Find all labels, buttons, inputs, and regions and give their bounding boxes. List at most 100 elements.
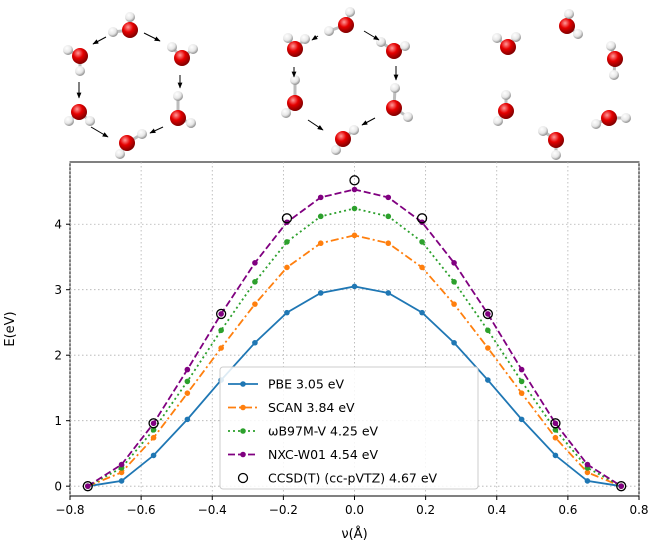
legend-box (219, 366, 479, 490)
hydrogen-atom (85, 116, 95, 126)
hydrogen-atom (606, 41, 616, 51)
series-point (150, 427, 157, 433)
series-point (118, 469, 125, 476)
series-point (552, 452, 559, 459)
series-point (518, 390, 525, 396)
hydrogen-atom (609, 70, 619, 80)
legend-marker (240, 451, 246, 458)
hydrogen-atom (115, 149, 125, 159)
oxygen-atom (287, 41, 303, 57)
series-layer (82, 175, 627, 492)
series-point (252, 260, 258, 266)
reference-point (482, 308, 494, 320)
oxygen-atom (335, 131, 351, 147)
series-point (284, 239, 290, 245)
series-point (552, 427, 559, 433)
arrow (143, 32, 161, 42)
reference-point (82, 481, 93, 492)
y-tick-label: 2 (54, 349, 62, 363)
hydrogen-atom (331, 145, 341, 155)
oxygen-atom (601, 110, 617, 126)
hydrogen-atom (324, 26, 334, 36)
series-point (419, 309, 425, 316)
series-point (317, 194, 324, 201)
hydrogen-atom (300, 34, 310, 44)
y-tick-label: 0 (54, 480, 62, 494)
oxygen-atom (548, 132, 564, 148)
arrow (90, 126, 109, 138)
reference-point (416, 213, 428, 224)
series-point (518, 416, 525, 423)
legend-label: PBE 3.05 eV (268, 377, 344, 392)
series-point (118, 478, 125, 484)
series-point (184, 390, 191, 396)
x-tick-label: 0.2 (416, 503, 435, 517)
series-point (552, 420, 559, 427)
hydrogen-atom (186, 118, 196, 128)
hydrogen-atom (281, 108, 291, 118)
legend-label: CCSD(T) (cc-pVTZ) 4.67 eV (268, 471, 438, 486)
hydrogen-atom (167, 42, 177, 52)
hydrogen-atom (349, 125, 359, 135)
series-point (518, 366, 525, 373)
oxygen-atom (174, 50, 190, 66)
y-tick-label: 3 (54, 283, 62, 297)
hydrogen-atom (564, 9, 574, 19)
x-tick-label: −0.6 (127, 503, 156, 517)
legend-marker (237, 472, 249, 484)
reference-point (349, 175, 360, 186)
series-point (284, 309, 290, 316)
series-point (485, 311, 491, 317)
series-point (451, 339, 457, 346)
series-point (317, 290, 324, 296)
reference-point (148, 418, 159, 429)
oxygen-atom (71, 104, 87, 120)
hydrogen-atom (125, 12, 135, 22)
series-point (351, 205, 358, 212)
series-point (451, 301, 457, 307)
reference-point (616, 481, 627, 492)
axis-ticks: −0.8 −0.6 −0.4 −0.2 0.0 0.2 0.4 0.6 0.8 0 1 2 3 4 (54, 218, 648, 517)
series-point (351, 283, 358, 290)
series-point (252, 339, 258, 346)
series-point (184, 378, 191, 385)
oxygen-atom (338, 17, 354, 33)
hydrogen-atom (75, 66, 85, 76)
legend-marker (240, 381, 246, 387)
oxygen-atom (386, 43, 402, 59)
series-point (584, 461, 591, 468)
hydrogen-atom (400, 41, 410, 51)
legend-marker (240, 404, 246, 411)
y-tick-label: 4 (54, 218, 62, 232)
series-point (419, 264, 425, 271)
series-point (584, 469, 591, 476)
hydrogen-atom (621, 113, 631, 123)
hydrogen-atom (290, 75, 300, 85)
series-point (618, 483, 625, 489)
series-point (218, 311, 224, 317)
legend-marker (240, 428, 246, 434)
hydrogen-atom (492, 33, 502, 43)
hydrogen-atom (573, 29, 583, 39)
oxygen-atom (386, 100, 402, 116)
x-tick-label: 0.0 (345, 503, 364, 517)
series-line (87, 234, 622, 488)
series-point (284, 264, 290, 271)
legend-label: ωB97M-V 4.25 eV (268, 424, 379, 439)
hydrogen-atom (345, 7, 355, 17)
oxygen-atom (122, 22, 138, 38)
hydrogen-atom (551, 150, 561, 160)
series-point (385, 240, 392, 247)
series-point (451, 279, 457, 285)
series-point (218, 345, 224, 351)
legend-label: NXC-W01 4.54 eV (268, 447, 378, 462)
hydrogen-atom (493, 116, 503, 126)
reference-point (550, 418, 561, 429)
hydrogen-atom (538, 126, 548, 136)
series-point (485, 327, 491, 334)
legend-label: SCAN 3.84 eV (268, 400, 355, 415)
legend: PBE 3.05 eV SCAN 3.84 eV ωB97M-V 4.25 eV NX… (219, 366, 479, 490)
molecule-panel-middle (281, 7, 413, 155)
series-point (485, 345, 491, 351)
